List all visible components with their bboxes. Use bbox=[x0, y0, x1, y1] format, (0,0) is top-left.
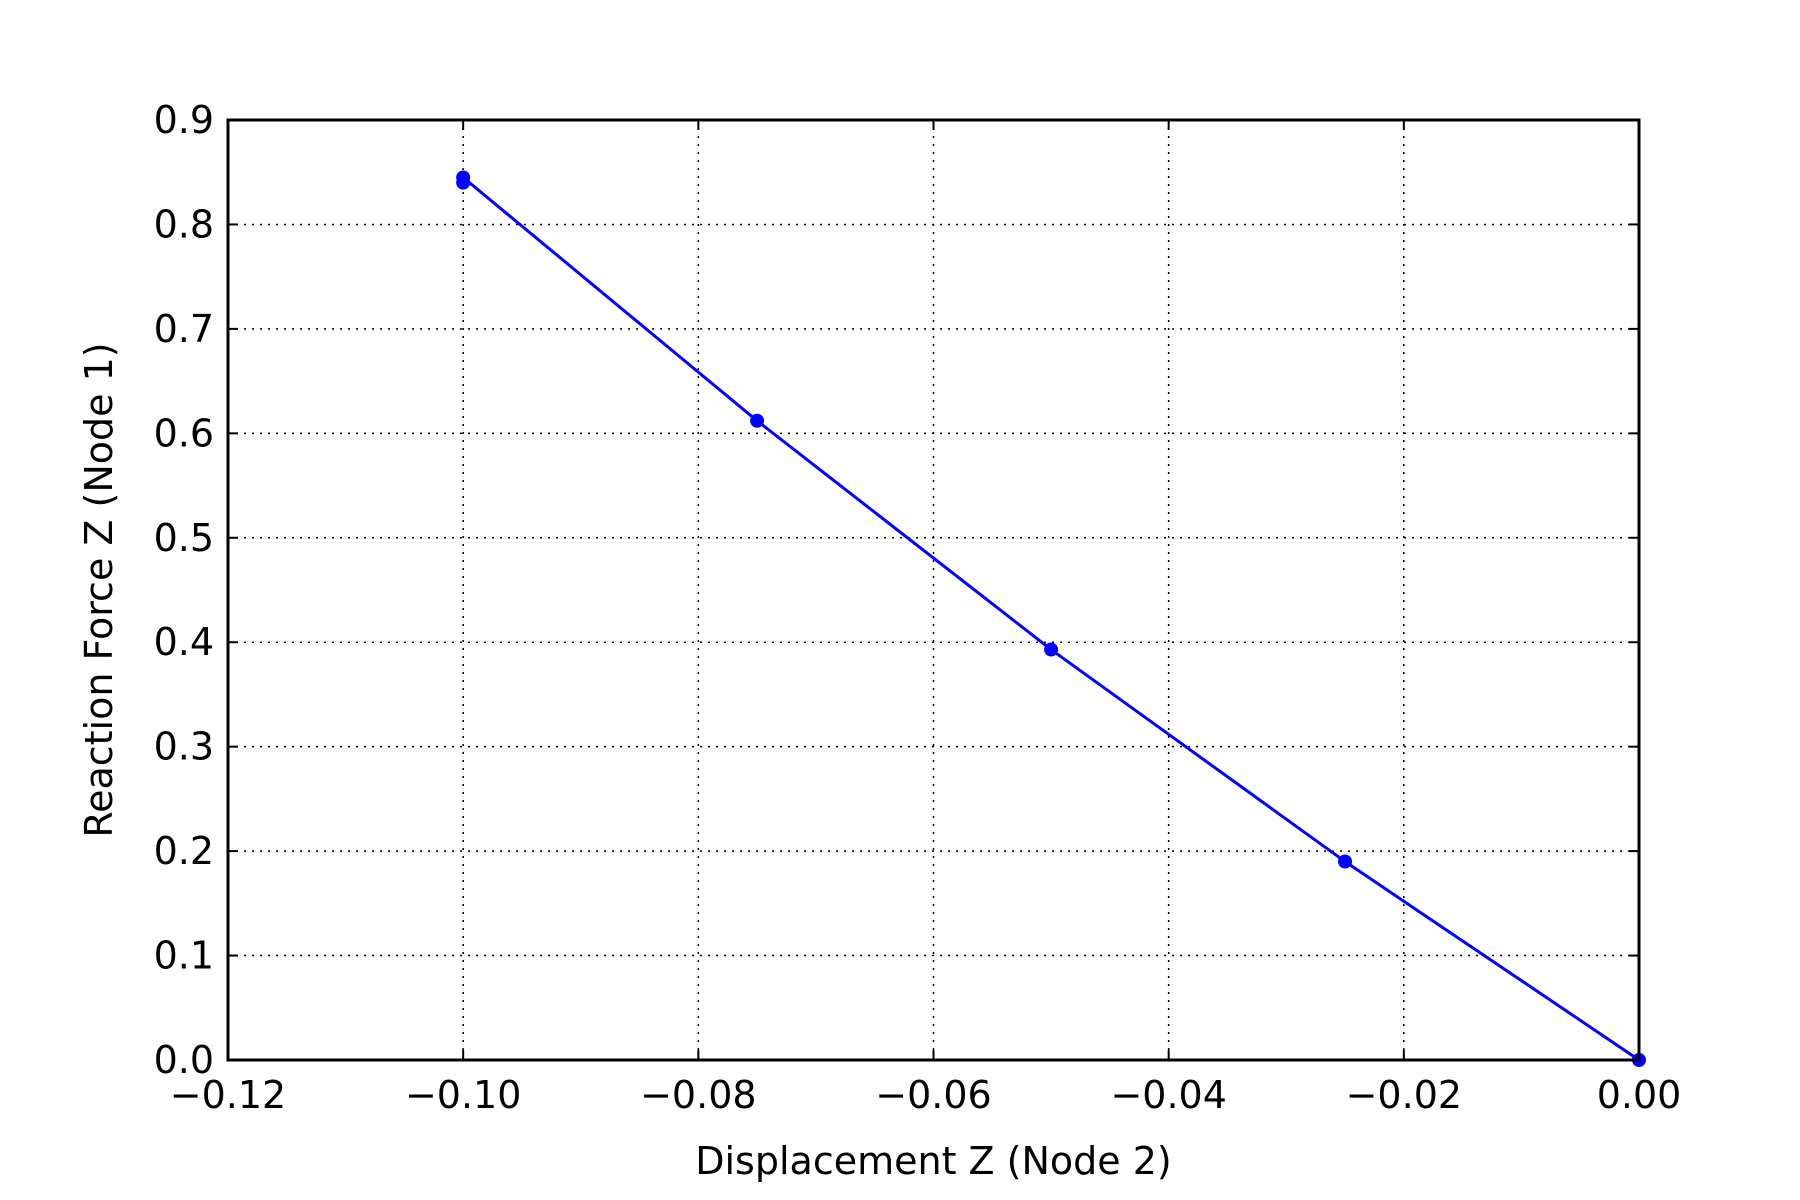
y-tick-label: 0.6 bbox=[154, 411, 214, 455]
data-point bbox=[456, 175, 471, 190]
data-series bbox=[456, 170, 1646, 1067]
y-tick-label: 0.4 bbox=[154, 620, 214, 664]
x-tick-label: −0.12 bbox=[170, 1073, 286, 1117]
y-tick-label: 0.2 bbox=[154, 829, 214, 873]
y-tick-label: 0.3 bbox=[154, 725, 214, 769]
y-tick-label: 0.5 bbox=[154, 516, 214, 560]
grid-lines bbox=[227, 119, 1640, 1061]
x-tick-label: −0.06 bbox=[875, 1073, 991, 1117]
data-point bbox=[1044, 642, 1059, 657]
x-tick-label: 0.00 bbox=[1597, 1073, 1682, 1117]
y-tick-label: 0.1 bbox=[154, 934, 214, 978]
data-point bbox=[1338, 854, 1353, 869]
x-tick-label: −0.10 bbox=[405, 1073, 521, 1117]
series-line bbox=[461, 174, 1640, 1062]
axis-ticks: −0.12 −0.10 −0.08 −0.06 −0.04 −0.02 0.00 0.0 0.1… bbox=[154, 98, 1682, 1117]
y-tick-label: 0.8 bbox=[154, 202, 214, 246]
x-tick-label: −0.02 bbox=[1346, 1073, 1462, 1117]
x-tick-label: −0.04 bbox=[1110, 1073, 1226, 1117]
y-tick-label: 0.7 bbox=[154, 307, 214, 351]
data-point bbox=[750, 413, 765, 428]
plot-area-frame bbox=[226, 118, 1641, 1062]
y-axis-label: Reaction Force Z (Node 1) bbox=[77, 342, 121, 837]
x-axis-label: Displacement Z (Node 2) bbox=[695, 1139, 1172, 1183]
y-tick-label: 0.9 bbox=[154, 98, 214, 142]
y-tick-label: 0.0 bbox=[154, 1038, 214, 1082]
x-tick-label: −0.08 bbox=[640, 1073, 756, 1117]
